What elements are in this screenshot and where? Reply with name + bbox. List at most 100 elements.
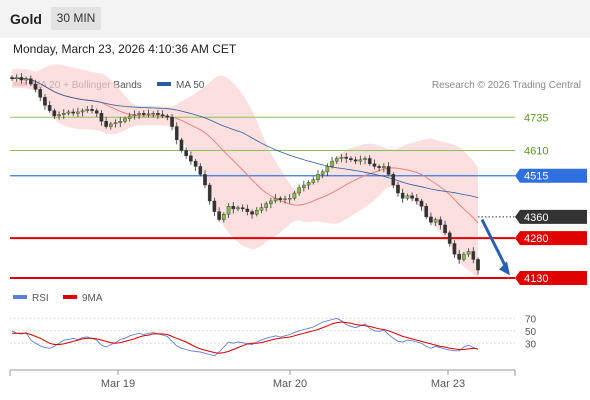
candle-body [85, 109, 90, 111]
candle-body [29, 78, 33, 85]
candle-body [457, 253, 461, 260]
rsi-ma-swatch [63, 295, 77, 300]
candle-body [476, 259, 480, 271]
candle-body [226, 206, 231, 215]
level-label-4610: 4610 [524, 145, 548, 157]
candle-body [198, 166, 203, 175]
rsi-tick-30: 30 [525, 339, 537, 350]
rsi-tick-50: 50 [525, 327, 537, 338]
candle-body [302, 184, 306, 188]
candle-body [10, 77, 14, 79]
candle-body [94, 110, 99, 114]
candle-body [179, 139, 184, 151]
candle-body [207, 184, 212, 202]
candle-body [127, 115, 132, 119]
timeframe-button[interactable]: 30 MIN [51, 7, 101, 30]
candle-body [306, 182, 311, 186]
candle-body [76, 111, 80, 114]
candle-body [240, 207, 245, 210]
ma50-label: MA 50 [176, 80, 205, 91]
candle-body [367, 158, 372, 164]
candle-body [57, 114, 61, 117]
candle-body [410, 195, 414, 199]
candle-body [396, 184, 400, 194]
candle-body [405, 195, 410, 199]
candle-body [141, 113, 146, 115]
candle-body [184, 150, 188, 157]
projection-arrow-shaft [480, 218, 509, 271]
level-label-4280: 4280 [524, 233, 548, 245]
candle-body [217, 211, 221, 220]
level-label-4360: 4360 [524, 212, 548, 224]
candle-body [132, 114, 137, 117]
level-label-bg-4515 [515, 168, 587, 183]
candle-body [203, 174, 207, 186]
candle-body [33, 83, 38, 90]
candle-body [174, 126, 179, 141]
projection-arrow-head [499, 261, 510, 276]
candle-body [19, 77, 24, 81]
candle-body [254, 210, 259, 215]
candle-body [382, 166, 386, 168]
candle-body [278, 198, 283, 200]
instrument-title: Gold [10, 11, 42, 27]
candle-body [24, 78, 28, 81]
candle-body [372, 163, 377, 167]
candle-body [61, 113, 66, 115]
candle-body [443, 224, 447, 234]
candles [10, 73, 480, 275]
candle-body [47, 105, 52, 111]
x-tick-label: Mar 20 [273, 378, 307, 390]
level-label-4735: 4735 [524, 112, 548, 124]
candle-body [104, 121, 108, 127]
candle-body [424, 206, 429, 218]
candle-body [320, 171, 325, 175]
rsi-tick-70: 70 [525, 314, 537, 325]
candle-body [273, 198, 278, 202]
candle-body [297, 187, 301, 194]
level-label-4515: 4515 [524, 171, 548, 183]
candle-body [165, 115, 170, 118]
candle-body [400, 192, 405, 199]
candle-body [14, 77, 19, 79]
candle-body [264, 203, 268, 208]
candle-body [99, 113, 104, 122]
candle-body [245, 208, 250, 212]
candle-body [344, 156, 349, 159]
rsi-ma-line [12, 321, 479, 354]
candle-body [353, 159, 358, 162]
candle-body [452, 243, 457, 255]
candle-body [292, 192, 297, 199]
rsi-ma-label: 9MA [82, 293, 103, 304]
legend-rsi-ma: 9MA [63, 293, 103, 304]
candle-body [377, 166, 381, 168]
rsi-line [11, 317, 479, 357]
candle-body [311, 179, 316, 183]
research-credit: Research © 2026 Trading Central [431, 80, 581, 91]
level-label-bg-4130 [515, 271, 587, 286]
candle-body [349, 158, 353, 160]
candle-body [212, 200, 217, 212]
candle-body [71, 111, 75, 114]
legend-rsi: RSI [13, 293, 49, 304]
candle-body [462, 253, 466, 260]
candle-body [269, 200, 273, 204]
candle-body [151, 113, 156, 115]
level-label-4130: 4130 [524, 273, 548, 285]
chart-header: Gold 30 MIN [0, 0, 590, 38]
candle-body [339, 156, 344, 159]
candle-body [447, 232, 452, 244]
candle-body [386, 166, 391, 175]
candle-body [236, 207, 240, 210]
candle-body [156, 113, 160, 115]
candle-body [160, 114, 165, 117]
level-label-bg-4360 [515, 209, 587, 224]
candle-body [259, 207, 264, 211]
candle-body [334, 158, 339, 162]
rsi-label: RSI [32, 293, 49, 304]
level-label-bg-4280 [515, 231, 587, 246]
candle-body [433, 219, 438, 223]
candle-body [146, 113, 151, 115]
candle-body [358, 159, 363, 162]
